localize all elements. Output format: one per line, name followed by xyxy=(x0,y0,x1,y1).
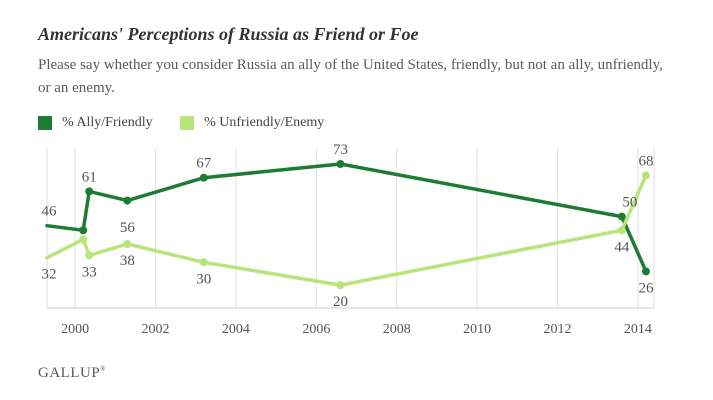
series-0-point-4 xyxy=(199,173,208,182)
legend-swatch-unfriendly-enemy xyxy=(180,116,195,130)
data-label-6: 32 xyxy=(42,267,57,283)
series-1-point-3 xyxy=(123,240,132,248)
series-0-point-2 xyxy=(85,187,94,196)
line-chart: 2000 2002 2004 2006 2008 2010 2012 2014 46 61 67 73… xyxy=(42,142,655,337)
series-0-point-6 xyxy=(617,212,626,221)
series-0-point-1 xyxy=(79,226,88,235)
series-1-point-4 xyxy=(199,258,208,267)
data-label-4: 50 xyxy=(622,195,637,211)
chart-title: Americans' Perceptions of Russia as Frie… xyxy=(38,24,419,44)
data-label-2: 67 xyxy=(196,156,212,172)
data-label-0: 46 xyxy=(42,204,58,220)
data-label-13: 68 xyxy=(638,153,653,169)
series-line-1 xyxy=(45,173,648,287)
data-label-11: 20 xyxy=(333,294,348,310)
chart-legend: % Ally/Friendly % Unfriendly/Enemy xyxy=(38,115,348,135)
legend-label-unfriendly-enemy: % Unfriendly/Enemy xyxy=(204,115,325,130)
series-line-0 xyxy=(45,162,648,274)
x-tick-label-2014: 2014 xyxy=(624,322,652,337)
series-0-point-3 xyxy=(123,196,132,205)
x-tick-label-2006: 2006 xyxy=(302,322,330,337)
series-1-point-7 xyxy=(641,171,650,180)
data-label-3: 73 xyxy=(333,142,348,158)
data-label-9: 38 xyxy=(120,253,135,269)
gallup-logo-mark: ® xyxy=(100,365,106,373)
gallup-logo: GALLUP® xyxy=(38,365,106,382)
data-label-10: 30 xyxy=(196,271,211,287)
gallup-logo-text: GALLUP xyxy=(38,365,101,381)
data-label-7: 33 xyxy=(82,264,97,280)
data-label-8: 56 xyxy=(120,220,136,236)
legend-swatch-ally-friendly xyxy=(38,116,52,130)
data-label-5: 26 xyxy=(638,280,654,296)
data-label-12: 44 xyxy=(614,239,630,255)
series-1-point-5 xyxy=(336,281,345,290)
legend-item-ally-friendly: % Ally/Friendly xyxy=(38,115,153,131)
series-0-point-5 xyxy=(336,160,345,168)
series-1-point-1 xyxy=(79,235,88,244)
legend-item-unfriendly-enemy: % Unfriendly/Enemy xyxy=(180,115,324,131)
x-tick-label-2008: 2008 xyxy=(383,322,411,337)
x-tick-label-2000: 2000 xyxy=(61,322,89,337)
chart-subtitle: Please say whether you consider Russia a… xyxy=(38,57,663,96)
x-tick-label-2010: 2010 xyxy=(463,322,491,337)
series-0-point-7 xyxy=(641,267,650,276)
x-tick-label-2012: 2012 xyxy=(544,322,572,337)
series-1-point-2 xyxy=(85,251,94,260)
series-1-point-6 xyxy=(617,226,626,235)
x-tick-label-2002: 2002 xyxy=(142,322,170,337)
legend-label-ally-friendly: % Ally/Friendly xyxy=(62,115,153,130)
x-tick-label-2004: 2004 xyxy=(222,322,250,337)
data-label-1: 61 xyxy=(82,169,97,185)
